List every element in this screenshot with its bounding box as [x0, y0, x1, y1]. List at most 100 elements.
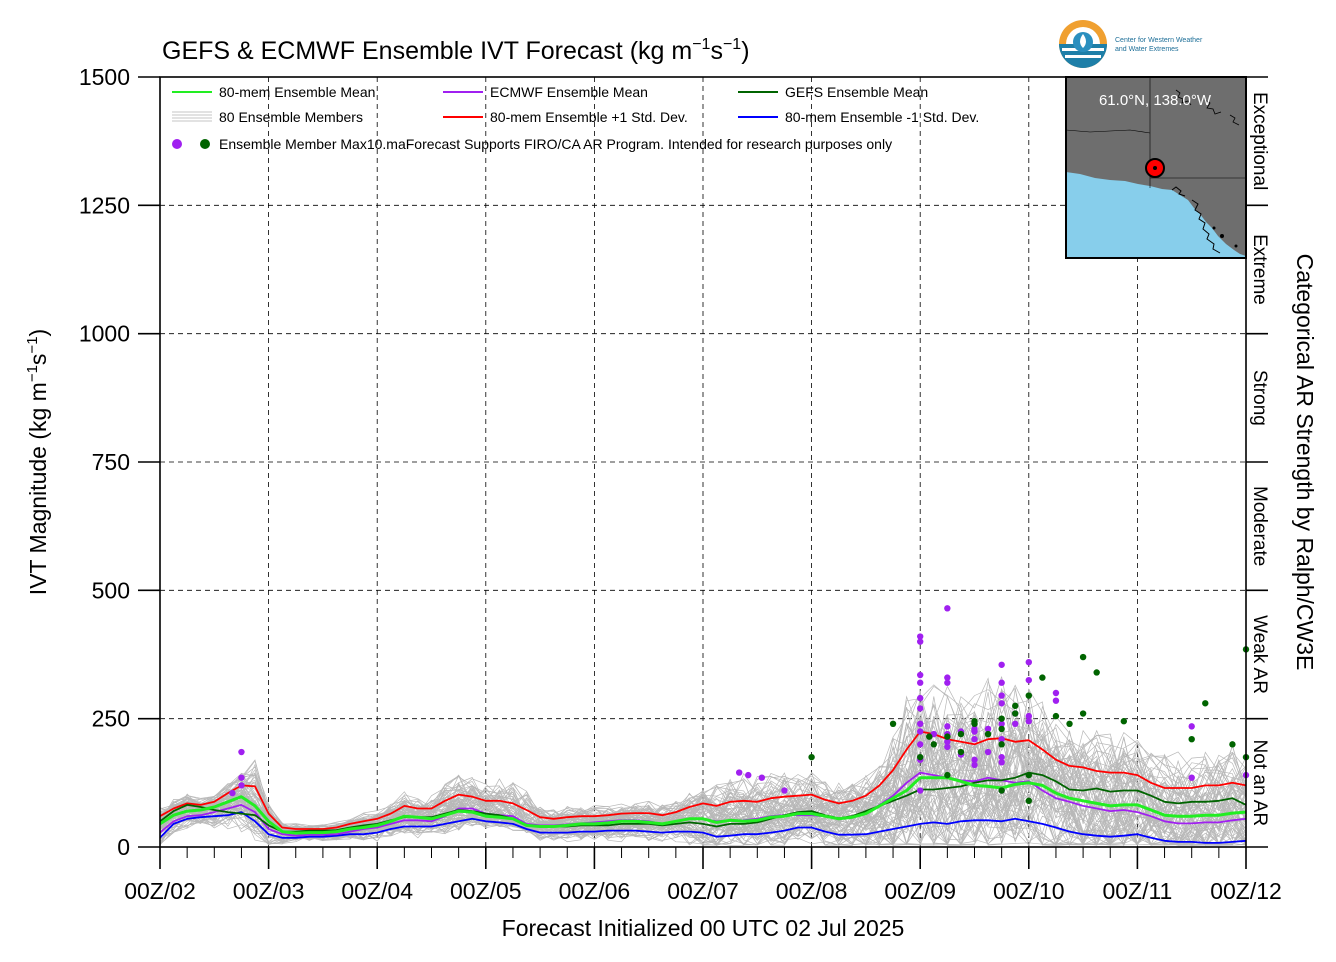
x-tick-label: 00Z/09: [884, 878, 956, 904]
series-line: [159, 811, 1247, 844]
member-max-dot-gefs: [930, 741, 937, 748]
member-max-dot-ecmwf: [998, 736, 1005, 743]
member-max-dot-gefs: [1229, 741, 1236, 748]
member-max-dot-gefs: [926, 733, 933, 740]
member-max-dot-ecmwf: [1012, 720, 1019, 727]
member-max-dot-ecmwf: [917, 728, 924, 735]
inset-map: 61.0°N, 138.0°W: [1065, 76, 1247, 259]
logo-text-line2: and Water Extremes: [1115, 46, 1179, 53]
x-axis-label: Forecast Initialized 00 UTC 02 Jul 2025: [502, 915, 905, 941]
member-max-dot-ecmwf: [944, 674, 951, 681]
member-max-dot-gefs: [1012, 710, 1019, 717]
x-tick-label: 00Z/11: [1102, 878, 1172, 904]
member-max-dot-ecmwf: [1025, 659, 1033, 666]
member-max-dot-gefs: [1066, 720, 1073, 727]
member-max-dot-ecmwf: [238, 748, 245, 756]
member-max-dot-ecmwf: [998, 759, 1005, 766]
category-label: Moderate: [1249, 486, 1270, 566]
x-tick-label: 00Z/07: [667, 878, 739, 904]
member-max-dot-gefs: [1052, 712, 1060, 720]
x-tick-label: 00Z/04: [341, 878, 413, 904]
member-max-dot-gefs: [1012, 702, 1019, 710]
member-max-dot-ecmwf: [917, 633, 924, 640]
member-max-dot-ecmwf: [971, 728, 978, 735]
water-drop-icon: [1080, 34, 1086, 48]
member-max-dot-ecmwf: [944, 605, 951, 612]
member-max-dot-ecmwf: [944, 743, 951, 751]
member-max-dot-ecmwf: [998, 679, 1005, 686]
x-tick-label: 00Z/12: [1210, 878, 1282, 904]
inset-location-label: 61.0°N, 138.0°W: [1099, 92, 1212, 109]
member-max-dot-ecmwf: [944, 723, 951, 730]
member-max-dot-gefs: [808, 753, 815, 761]
y-tick-label: 1000: [79, 321, 130, 347]
category-axis: Not an AR Weak AR Moderate Strong Extreme Exc…: [1246, 76, 1270, 848]
member-max-dot-ecmwf: [998, 720, 1005, 727]
member-max-dot-ecmwf: [1188, 723, 1195, 730]
member-max-dot-ecmwf: [998, 692, 1005, 699]
member-max-dot-ecmwf: [781, 787, 788, 794]
y-tick-label: 1250: [79, 192, 130, 218]
member-max-dot-gefs: [957, 748, 965, 756]
x-tick-label: 00Z/05: [450, 878, 522, 904]
x-axis: 00Z/02 00Z/03 00Z/04 00Z/05 00Z/06 00Z/07 00Z/…: [124, 847, 1282, 904]
member-max-dot-ecmwf: [917, 638, 924, 645]
member-max-dot-gefs: [1039, 674, 1046, 681]
category-label: Not an AR: [1249, 740, 1270, 827]
member-max-dot-ecmwf: [1188, 774, 1195, 781]
member-max-dot-gefs: [998, 715, 1005, 722]
legend-label-ecmwf: ECMWF Ensemble Mean: [490, 84, 648, 100]
member-max-dot-ecmwf: [758, 774, 766, 781]
member-max-dot-gefs: [1188, 736, 1195, 743]
member-max-dot-gefs: [889, 720, 897, 727]
x-tick-label: 00Z/06: [559, 878, 631, 904]
member-max-dot-ecmwf: [238, 782, 245, 789]
member-max-dot-ecmwf: [229, 789, 236, 797]
y-tick-label: 750: [92, 449, 130, 475]
member-max-dot-ecmwf: [998, 700, 1005, 707]
member-max-dot-gefs: [944, 771, 951, 779]
member-max-dot-gefs: [998, 741, 1005, 748]
legend-label-mean: 80-mem Ensemble Mean: [219, 84, 375, 100]
category-label: Strong: [1249, 370, 1270, 426]
ensemble-member-line: [159, 710, 1247, 831]
category-label: Weak AR: [1249, 615, 1270, 694]
member-max-dot-ecmwf: [998, 753, 1005, 761]
member-max-dot-gefs: [944, 733, 951, 740]
member-max-dot-ecmwf: [984, 725, 992, 733]
member-max-dot-ecmwf: [984, 748, 992, 756]
member-max-dot-gefs: [1079, 710, 1087, 717]
member-max-dot-ecmwf: [1052, 689, 1060, 697]
member-max-dot-ecmwf: [1052, 697, 1060, 704]
member-max-dot-ecmwf: [917, 679, 924, 686]
member-max-dot-gefs: [1025, 771, 1033, 779]
member-max-dot-ecmwf: [917, 694, 924, 702]
member-max-dot-gefs: [998, 787, 1005, 794]
member-max-dot-ecmwf: [917, 671, 924, 679]
legend-label-minus-sd: 80-mem Ensemble -1 Std. Dev.: [785, 109, 979, 125]
member-max-dot-ecmwf: [745, 771, 752, 779]
member-max-dot-gefs: [971, 720, 978, 727]
inset-ocean: [1066, 172, 1246, 258]
member-max-dot-ecmwf: [917, 741, 924, 748]
legend-label-member-max: Ensemble Member Max10.maForecast Support…: [219, 136, 892, 152]
member-max-dot-ecmwf: [917, 720, 924, 727]
y-axis: 0 250 500 750 1000 1250 1500: [79, 64, 160, 860]
x-tick-label: 00Z/08: [776, 878, 848, 904]
member-max-dot-ecmwf: [238, 774, 245, 781]
member-max-dot-gefs: [1025, 692, 1033, 699]
legend-dot-gefs: [200, 139, 210, 149]
member-max-dot-gefs: [998, 725, 1005, 733]
series-line: [159, 776, 1247, 835]
ensemble-member-line: [159, 807, 1247, 846]
y-tick-label: 1500: [79, 64, 130, 90]
member-max-dot-gefs: [1079, 653, 1087, 661]
y-tick-label: 0: [117, 834, 130, 860]
member-max-dots: [229, 605, 1250, 804]
series-lines: [159, 730, 1247, 844]
member-max-dot-ecmwf: [971, 756, 978, 763]
member-max-dot-ecmwf: [1025, 718, 1033, 725]
member-max-dot-ecmwf: [917, 787, 924, 794]
member-max-dot-gefs: [1025, 797, 1033, 804]
member-max-dot-ecmwf: [971, 761, 978, 769]
